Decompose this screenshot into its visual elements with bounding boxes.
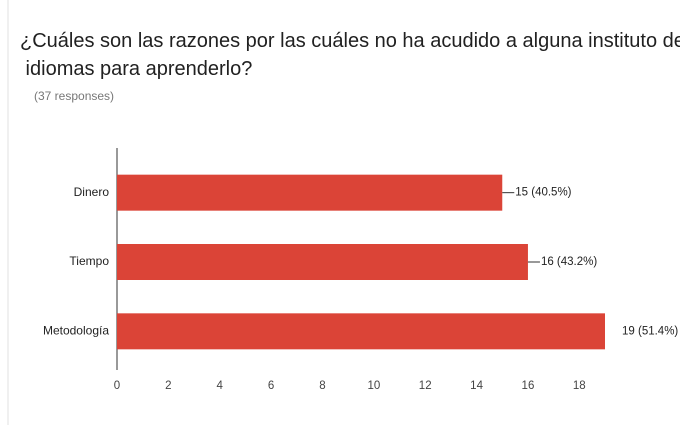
x-tick-label: 18	[573, 380, 586, 392]
y-tick-label: Metodología	[43, 324, 109, 338]
x-tick-label: 4	[217, 380, 224, 392]
y-tick-label: Tiempo	[69, 254, 109, 268]
x-tick-label: 0	[114, 380, 120, 392]
chart-subtitle: (37 responses)	[34, 89, 114, 103]
value-label: 16 (43.2%)	[541, 256, 597, 268]
x-tick-label: 6	[268, 380, 274, 392]
x-tick-label: 16	[522, 380, 535, 392]
value-label: 19 (51.4%)	[622, 325, 678, 337]
x-tick-label: 2	[165, 380, 171, 392]
bar	[117, 313, 605, 350]
x-tick-label: 8	[319, 380, 325, 392]
value-label: 15 (40.5%)	[515, 187, 571, 199]
bar	[117, 174, 503, 211]
chart-title-line-1: ¿Cuáles son las razones por las cuáles n…	[20, 30, 680, 80]
bar	[117, 244, 528, 280]
x-tick-label: 14	[470, 380, 483, 392]
x-tick-label: 12	[419, 380, 432, 392]
x-tick-label: 10	[367, 380, 380, 392]
y-tick-label: Dinero	[74, 185, 110, 199]
